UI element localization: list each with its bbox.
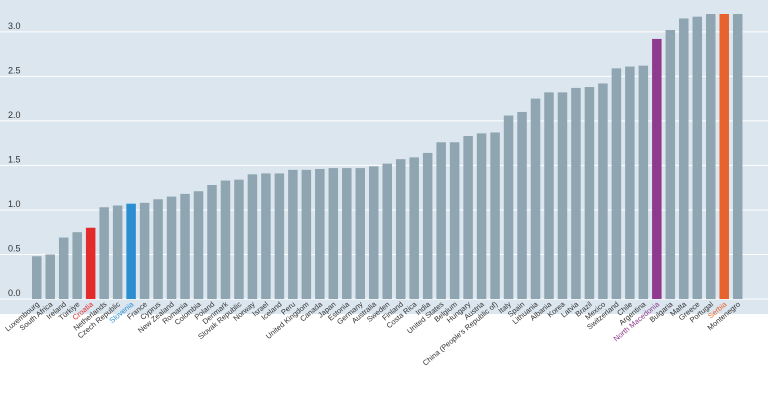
bar-slovenia bbox=[126, 203, 136, 299]
bar-czech-republic bbox=[112, 205, 123, 299]
bar-argentina bbox=[638, 65, 649, 299]
bar-bulgaria bbox=[665, 30, 676, 299]
y-tick-label: 2.5 bbox=[8, 65, 21, 75]
y-tick-label: 3.0 bbox=[8, 21, 21, 31]
bar-austria bbox=[476, 133, 487, 299]
y-tick-label: 1.5 bbox=[8, 154, 21, 164]
bar-france bbox=[139, 202, 150, 299]
y-axis-ticks: 0.0 0.5 1.0 1.5 2.0 2.5 3.0 bbox=[8, 21, 21, 298]
bar-colombia bbox=[193, 191, 204, 299]
bar-denmark bbox=[220, 180, 231, 299]
y-tick-label: 0.5 bbox=[8, 243, 21, 253]
bar-united-kingdom bbox=[301, 169, 312, 299]
bar-australia bbox=[369, 166, 379, 299]
y-tick-label: 0.0 bbox=[8, 288, 21, 298]
bar-montenegro bbox=[732, 14, 743, 299]
bar-t-rkiye bbox=[72, 232, 82, 299]
bar-spain bbox=[517, 111, 527, 299]
bar-finland bbox=[395, 159, 406, 299]
bar-croatia bbox=[85, 227, 96, 299]
bar-cyprus bbox=[153, 199, 163, 299]
bar-portugal bbox=[706, 14, 716, 299]
bar-south-africa bbox=[45, 254, 55, 299]
y-tick-label: 2.0 bbox=[8, 110, 21, 120]
bar-serbia bbox=[719, 14, 729, 299]
bar-poland bbox=[207, 185, 217, 299]
bar-slovak-republic bbox=[234, 179, 244, 299]
bar-brazil bbox=[584, 87, 595, 299]
bar-malta bbox=[679, 18, 689, 299]
bar-india bbox=[422, 152, 433, 299]
bar-lithuania bbox=[530, 98, 541, 299]
bar-luxembourg bbox=[32, 256, 42, 299]
bar-italy bbox=[503, 115, 514, 299]
bar-germany bbox=[355, 168, 366, 299]
bar-estonia bbox=[342, 168, 352, 299]
bar-norway bbox=[247, 174, 258, 299]
y-tick-label: 1.0 bbox=[8, 199, 21, 209]
bar-hungary bbox=[463, 136, 473, 299]
bar-greece bbox=[692, 16, 703, 299]
bar-israel bbox=[261, 173, 271, 299]
bar-japan bbox=[328, 168, 339, 299]
bar-belgium bbox=[449, 142, 460, 299]
bar-costa-rica bbox=[409, 157, 419, 299]
bar-mexico bbox=[598, 83, 608, 299]
bar-canada bbox=[315, 168, 325, 299]
bar-china-people-s-republic-of bbox=[490, 132, 500, 299]
bar-netherlands bbox=[99, 207, 109, 299]
bar-sweden bbox=[382, 163, 392, 299]
bar-chile bbox=[625, 66, 635, 299]
bar-latvia bbox=[571, 87, 581, 299]
bar-romania bbox=[180, 193, 190, 299]
bars bbox=[32, 14, 743, 299]
bar-korea bbox=[557, 92, 568, 299]
bar-iceland bbox=[274, 173, 285, 299]
bar-albania bbox=[544, 92, 554, 299]
bar-united-states bbox=[436, 142, 446, 299]
bar-north-macedonia bbox=[652, 38, 662, 299]
bar-switzerland bbox=[611, 68, 622, 299]
bar-ireland bbox=[58, 237, 69, 299]
bar-peru bbox=[288, 169, 298, 299]
bar-new-zealand bbox=[166, 196, 177, 299]
